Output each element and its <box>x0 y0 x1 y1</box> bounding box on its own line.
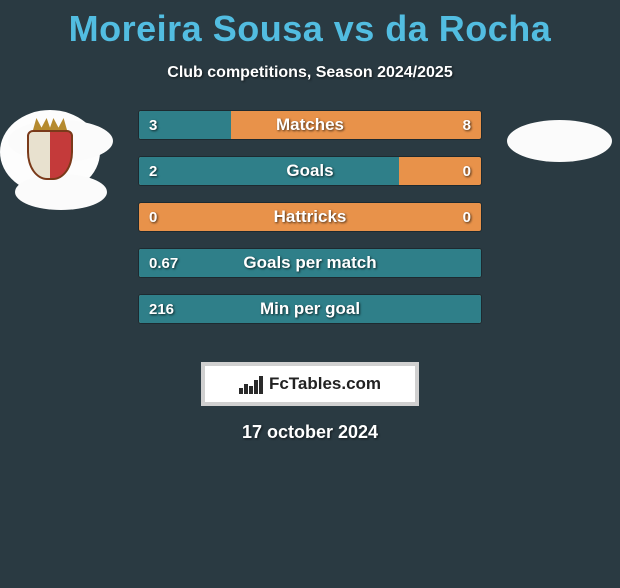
stat-value-right: 8 <box>453 111 481 139</box>
stat-label: Hattricks <box>139 203 481 231</box>
stat-row-hattricks: 0 Hattricks 0 <box>138 202 482 232</box>
watermark-text: FcTables.com <box>269 374 381 394</box>
comparison-chart: 3 Matches 8 2 Goals 0 0 Hattricks 0 0.67… <box>0 110 620 350</box>
stat-value-right: 0 <box>453 157 481 185</box>
stat-row-min-per-goal: 216 Min per goal <box>138 294 482 324</box>
stat-value-left: 2 <box>139 157 167 185</box>
stat-value-left: 0 <box>139 203 167 231</box>
stat-row-matches: 3 Matches 8 <box>138 110 482 140</box>
crest-icon <box>27 124 73 180</box>
page-subtitle: Club competitions, Season 2024/2025 <box>0 64 620 82</box>
stat-bars: 3 Matches 8 2 Goals 0 0 Hattricks 0 0.67… <box>138 110 482 340</box>
bar-chart-icon <box>239 374 263 394</box>
stat-bar-left <box>139 295 481 323</box>
stat-bar-left <box>139 157 399 185</box>
stat-value-right <box>461 249 481 277</box>
stat-value-left: 3 <box>139 111 167 139</box>
stat-value-left: 216 <box>139 295 184 323</box>
stat-row-goals: 2 Goals 0 <box>138 156 482 186</box>
stat-bar-left <box>139 249 481 277</box>
stat-row-goals-per-match: 0.67 Goals per match <box>138 248 482 278</box>
player-right-badge-1 <box>507 120 612 162</box>
stat-value-left: 0.67 <box>139 249 188 277</box>
stat-value-right: 0 <box>453 203 481 231</box>
page-title: Moreira Sousa vs da Rocha <box>0 8 620 50</box>
snapshot-date: 17 october 2024 <box>0 422 620 443</box>
stat-value-right <box>461 295 481 323</box>
watermark: FcTables.com <box>201 362 419 406</box>
